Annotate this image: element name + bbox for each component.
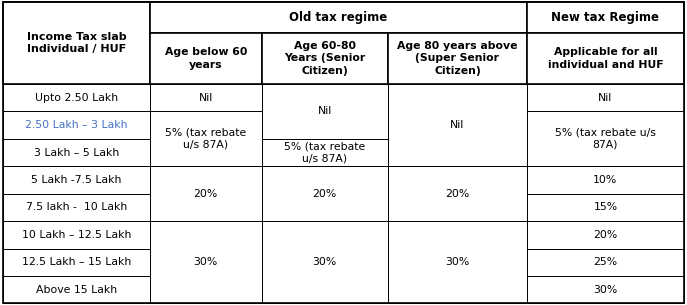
Text: Nil: Nil: [450, 120, 464, 130]
Text: 20%: 20%: [594, 230, 618, 240]
Text: 5% (tax rebate u/s
87A): 5% (tax rebate u/s 87A): [555, 127, 656, 150]
Bar: [3, 221, 150, 249]
Text: 10 Lakh – 12.5 Lakh: 10 Lakh – 12.5 Lakh: [22, 230, 131, 240]
Text: 20%: 20%: [194, 189, 218, 199]
Text: Nil: Nil: [317, 106, 332, 116]
Bar: [262, 33, 387, 84]
Bar: [262, 166, 387, 221]
Text: 30%: 30%: [194, 257, 218, 267]
Text: 30%: 30%: [445, 257, 469, 267]
Bar: [150, 111, 262, 166]
Bar: [262, 139, 387, 166]
Bar: [150, 33, 262, 84]
Bar: [527, 194, 684, 221]
Text: Old tax regime: Old tax regime: [289, 11, 387, 24]
Text: 25%: 25%: [594, 257, 618, 267]
Bar: [150, 221, 262, 303]
Text: Nil: Nil: [598, 93, 613, 102]
Bar: [527, 221, 684, 249]
Text: 20%: 20%: [313, 189, 337, 199]
Text: 3 Lakh – 5 Lakh: 3 Lakh – 5 Lakh: [34, 148, 119, 157]
Bar: [3, 111, 150, 139]
Text: 2.50 Lakh – 3 Lakh: 2.50 Lakh – 3 Lakh: [25, 120, 128, 130]
Text: Income Tax slab
Individual / HUF: Income Tax slab Individual / HUF: [27, 31, 126, 54]
Bar: [527, 276, 684, 303]
Bar: [3, 84, 150, 111]
Text: Above 15 Lakh: Above 15 Lakh: [36, 285, 117, 295]
Text: 7.5 lakh -  10 Lakh: 7.5 lakh - 10 Lakh: [26, 203, 127, 212]
Bar: [527, 111, 684, 166]
Text: 12.5 Lakh – 15 Lakh: 12.5 Lakh – 15 Lakh: [22, 257, 131, 267]
Text: Applicable for all
individual and HUF: Applicable for all individual and HUF: [548, 47, 663, 70]
Bar: [387, 221, 527, 303]
Text: Nil: Nil: [199, 93, 213, 102]
Text: 5% (tax rebate
u/s 87A): 5% (tax rebate u/s 87A): [284, 141, 365, 164]
Bar: [3, 166, 150, 194]
Text: Age 80 years above
(Super Senior
Citizen): Age 80 years above (Super Senior Citizen…: [397, 41, 518, 76]
Bar: [527, 2, 684, 33]
Bar: [3, 2, 150, 84]
Text: New tax Regime: New tax Regime: [552, 11, 660, 24]
Bar: [150, 2, 527, 33]
Text: 30%: 30%: [594, 285, 618, 295]
Bar: [387, 166, 527, 221]
Text: 10%: 10%: [594, 175, 618, 185]
Bar: [527, 33, 684, 84]
Text: 20%: 20%: [445, 189, 469, 199]
Bar: [150, 166, 262, 221]
Text: 15%: 15%: [594, 203, 618, 212]
Bar: [527, 84, 684, 111]
Bar: [262, 84, 387, 139]
Bar: [3, 139, 150, 166]
Bar: [527, 166, 684, 194]
Text: Age 60-80
Years (Senior
Citizen): Age 60-80 Years (Senior Citizen): [284, 41, 365, 76]
Bar: [387, 33, 527, 84]
Text: 5 Lakh -7.5 Lakh: 5 Lakh -7.5 Lakh: [32, 175, 122, 185]
Bar: [527, 249, 684, 276]
Text: Age below 60
years: Age below 60 years: [165, 47, 247, 70]
Bar: [150, 84, 262, 111]
Text: 5% (tax rebate
u/s 87A): 5% (tax rebate u/s 87A): [165, 127, 247, 150]
Text: Upto 2.50 Lakh: Upto 2.50 Lakh: [35, 93, 118, 102]
Bar: [3, 249, 150, 276]
Bar: [262, 221, 387, 303]
Bar: [387, 84, 527, 166]
Text: 30%: 30%: [313, 257, 337, 267]
Bar: [3, 276, 150, 303]
Bar: [3, 194, 150, 221]
